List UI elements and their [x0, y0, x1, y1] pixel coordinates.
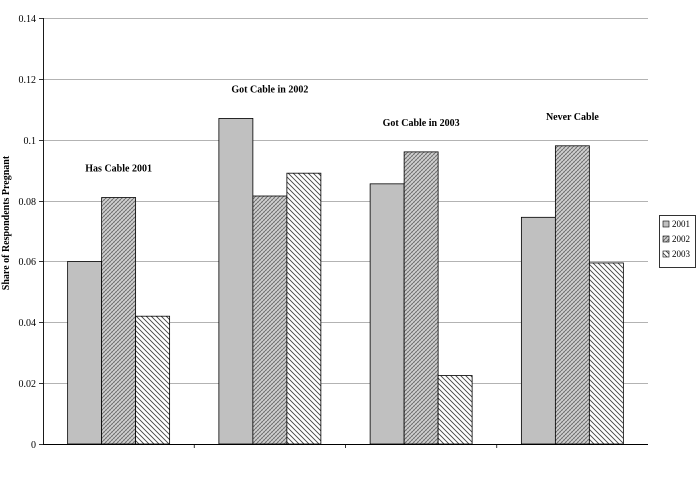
bar-2001-0: [67, 261, 103, 445]
y-tick-label: 0.06: [19, 257, 37, 268]
y-axis-title: Share of Respondents Pregnant: [1, 155, 12, 290]
bars: [67, 118, 624, 445]
legend-swatch-2002: [662, 235, 670, 243]
legend: 2001 2002 2003: [659, 215, 696, 268]
y-tick-label: 0.12: [19, 75, 37, 86]
category-label: Never Cable: [546, 112, 599, 123]
legend-label-2002: 2002: [672, 234, 690, 244]
bar-2002-0: [101, 197, 137, 445]
bar-2003-0: [135, 315, 171, 445]
bar-2001-2: [369, 183, 405, 445]
category-label: Got Cable in 2003: [383, 118, 460, 129]
bar-2002-1: [252, 195, 288, 445]
axes: 0 0.02 0.04 0.06 0.08 0.1 0.12 0.14: [19, 14, 648, 451]
legend-swatch-2001: [662, 220, 670, 228]
category-labels: Has Cable 2001 Got Cable in 2002 Got Cable…: [85, 84, 599, 174]
y-tick-label: 0.1: [24, 136, 37, 147]
legend-swatch-2003: [662, 250, 670, 258]
y-tick-label: 0.14: [19, 14, 37, 25]
bar-2003-2: [437, 375, 473, 445]
y-tick-label: 0: [31, 440, 36, 451]
y-tick-label: 0.04: [19, 318, 37, 329]
bar-2001-1: [218, 118, 254, 445]
legend-label-2001: 2001: [672, 219, 690, 229]
category-label: Got Cable in 2002: [231, 84, 308, 95]
bar-2003-1: [286, 172, 322, 445]
category-label: Has Cable 2001: [85, 164, 152, 175]
bar-2002-3: [554, 145, 590, 445]
legend-label-2003: 2003: [672, 249, 691, 259]
bar-2003-3: [588, 262, 624, 445]
bar-2002-2: [403, 151, 439, 445]
bar-2001-3: [520, 216, 556, 445]
y-tick-label: 0.08: [19, 197, 37, 208]
y-tick-label: 0.02: [19, 379, 37, 390]
